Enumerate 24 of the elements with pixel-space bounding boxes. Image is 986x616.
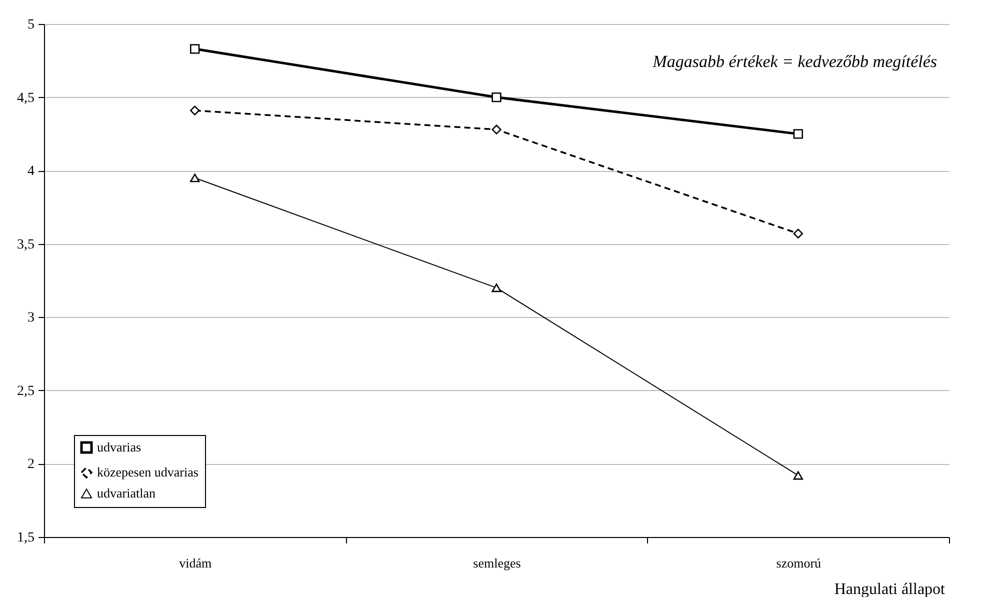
point [190, 44, 200, 54]
point [492, 92, 502, 102]
y-tick-label: 4,5 [17, 90, 34, 106]
legend-label: udvarias [97, 440, 142, 454]
x-tick-label: szomorú [776, 556, 822, 570]
y-tick-label: 4 [28, 164, 34, 180]
y-tick-label: 5 [28, 18, 34, 32]
point [190, 174, 200, 182]
annotation: Magasabb értékek = kedvezőbb megítélés [652, 52, 938, 71]
y-tick-label: 2,5 [17, 384, 34, 399]
y-tick-label: 3,5 [17, 237, 34, 252]
y-tick-label: 1,5 [17, 530, 34, 546]
y-tick-label: 3 [28, 310, 34, 326]
x-tick-label: semleges [473, 556, 521, 570]
legend-label: udvariatlan [97, 486, 156, 500]
point [793, 228, 803, 238]
point [492, 284, 502, 292]
point [793, 471, 803, 480]
y-tick-label: 2 [28, 457, 34, 472]
legend-label: közepesen udvarias [97, 464, 198, 480]
x-tick-label: vidám [179, 556, 212, 570]
point [492, 124, 502, 134]
point [190, 106, 200, 116]
point [793, 129, 803, 139]
